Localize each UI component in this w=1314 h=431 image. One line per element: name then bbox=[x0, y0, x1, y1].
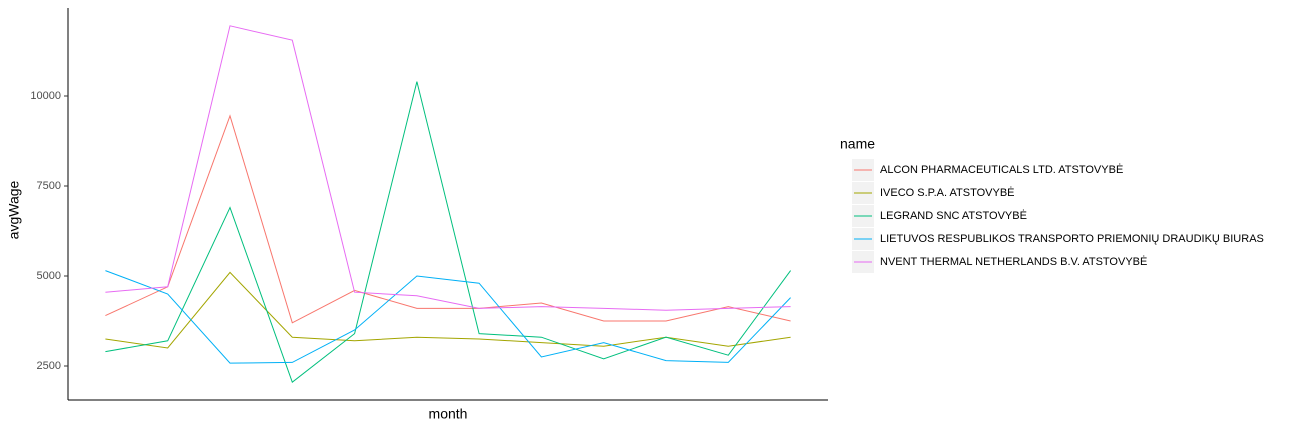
series-line bbox=[105, 81, 792, 384]
legend-title: name bbox=[840, 136, 875, 152]
y-tick-label: 7500 bbox=[37, 180, 61, 192]
series-line bbox=[105, 25, 791, 311]
y-tick-label: 2500 bbox=[37, 360, 61, 372]
y-tick-label: 5000 bbox=[37, 270, 61, 282]
series-line bbox=[105, 114, 791, 324]
series-line bbox=[105, 271, 791, 349]
x-axis-title: month bbox=[429, 406, 468, 422]
y-tick-label: 10000 bbox=[30, 90, 61, 102]
legend-label: LIETUVOS RESPUBLIKOS TRANSPORTO PRIEMONI… bbox=[880, 233, 1264, 245]
series-line bbox=[105, 270, 791, 364]
legend-label: IVECO S.P.A. ATSTOVYBĖ bbox=[880, 186, 1015, 199]
legend-label: ALCON PHARMACEUTICALS LTD. ATSTOVYBĖ bbox=[880, 163, 1123, 176]
legend-label: NVENT THERMAL NETHERLANDS B.V. ATSTOVYBĖ bbox=[880, 255, 1147, 268]
legend-label: LEGRAND SNC ATSTOVYBĖ bbox=[880, 209, 1027, 222]
y-axis-title: avgWage bbox=[6, 180, 22, 239]
